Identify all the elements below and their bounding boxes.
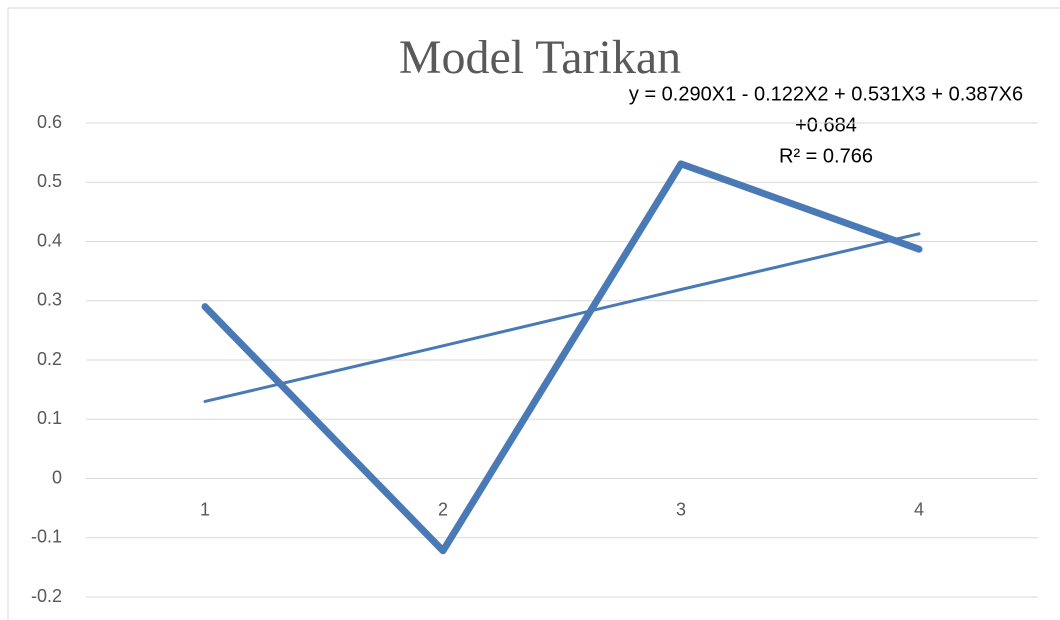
y-tick-label: 0.5: [37, 171, 62, 191]
y-tick-label: 0.3: [37, 290, 62, 310]
y-tick-label: 0.2: [37, 349, 62, 369]
x-tick-label: 3: [676, 499, 686, 519]
x-tick-label: 2: [438, 499, 448, 519]
y-tick-label: 0.6: [37, 112, 62, 132]
annotation: R² = 0.766: [779, 145, 873, 167]
x-tick-label: 4: [914, 499, 924, 519]
y-tick-label: 0.1: [37, 408, 62, 428]
chart-frame: [7, 7, 1060, 620]
chart-title: Model Tarikan: [399, 31, 681, 84]
y-tick-label: -0.2: [31, 586, 62, 606]
y-tick-label: -0.1: [31, 527, 62, 547]
annotation: +0.684: [795, 114, 857, 136]
y-tick-label: 0: [52, 467, 62, 487]
trendline: [203, 232, 921, 403]
x-tick-label: 1: [200, 499, 210, 519]
data-line: [201, 160, 923, 555]
y-tick-label: 0.4: [37, 230, 62, 250]
annotation: y = 0.290X1 - 0.122X2 + 0.531X3 + 0.387X…: [629, 83, 1023, 105]
